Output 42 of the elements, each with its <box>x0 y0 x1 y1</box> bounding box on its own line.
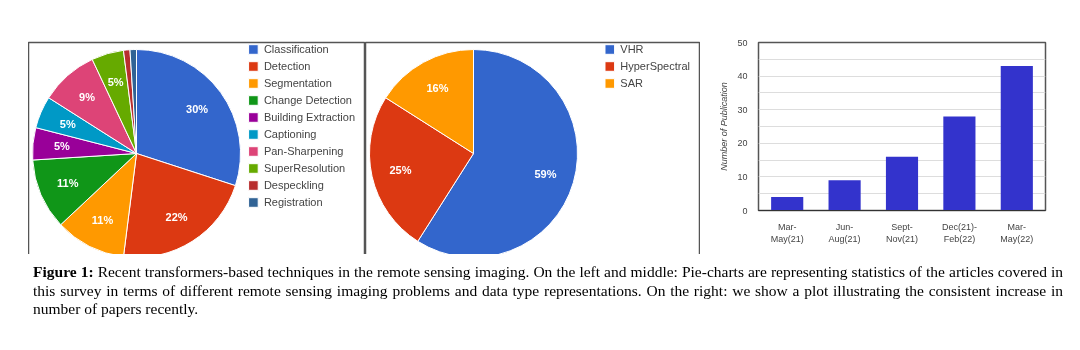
y-tick-label: 20 <box>737 138 748 149</box>
data-label: 11% <box>57 177 79 190</box>
data-label: 59% <box>534 168 557 181</box>
y-tick-label: 0 <box>742 205 748 216</box>
legend-label: Classification <box>263 42 329 56</box>
data-label: 5% <box>107 75 124 88</box>
y-tick-label: 40 <box>737 71 748 82</box>
x-tick-label: Jun-Aug(21) <box>828 221 861 244</box>
data-label: 25% <box>389 163 412 176</box>
bar <box>771 197 804 211</box>
y-axis-title: Number of Publication <box>719 82 730 171</box>
x-tick-label: Sept-Nov(21) <box>886 221 919 244</box>
legend-label: Pan-Sharpening <box>263 144 344 158</box>
caption: Figure 1: <box>33 263 94 280</box>
data-label: 11% <box>91 214 114 227</box>
legend-label: SAR <box>620 76 643 90</box>
y-tick-label: 30 <box>737 104 748 115</box>
bar <box>885 156 919 211</box>
bar <box>1000 66 1033 211</box>
legend-label: Detection <box>263 59 311 73</box>
x-tick-label: Mar-May(22) <box>1000 221 1034 244</box>
data-label: 22% <box>165 210 188 223</box>
y-tick-label: 50 <box>737 37 748 48</box>
x-tick-label: Mar-May(21) <box>770 221 804 244</box>
data-label: 5% <box>59 117 76 130</box>
legend-label: Despeckling <box>263 178 324 192</box>
data-label: 30% <box>186 103 209 116</box>
bar <box>828 180 861 211</box>
legend-label: Segmentation <box>263 76 332 90</box>
y-tick-label: 10 <box>737 171 748 182</box>
legend-label: Change Detection <box>263 93 352 107</box>
legend-label: Captioning <box>263 127 317 141</box>
bar <box>943 116 976 211</box>
legend-label: Building Extraction <box>263 110 355 124</box>
x-tick-label: Dec(21)-Feb(22) <box>941 221 977 244</box>
legend-label: HyperSpectral <box>620 59 690 73</box>
data-label: 9% <box>79 91 96 104</box>
data-label: 16% <box>426 81 449 94</box>
data-label: 5% <box>54 140 71 153</box>
legend-label: Registration <box>263 195 323 209</box>
legend-label: SuperResolution <box>263 161 346 175</box>
legend-label: VHR <box>620 42 644 56</box>
